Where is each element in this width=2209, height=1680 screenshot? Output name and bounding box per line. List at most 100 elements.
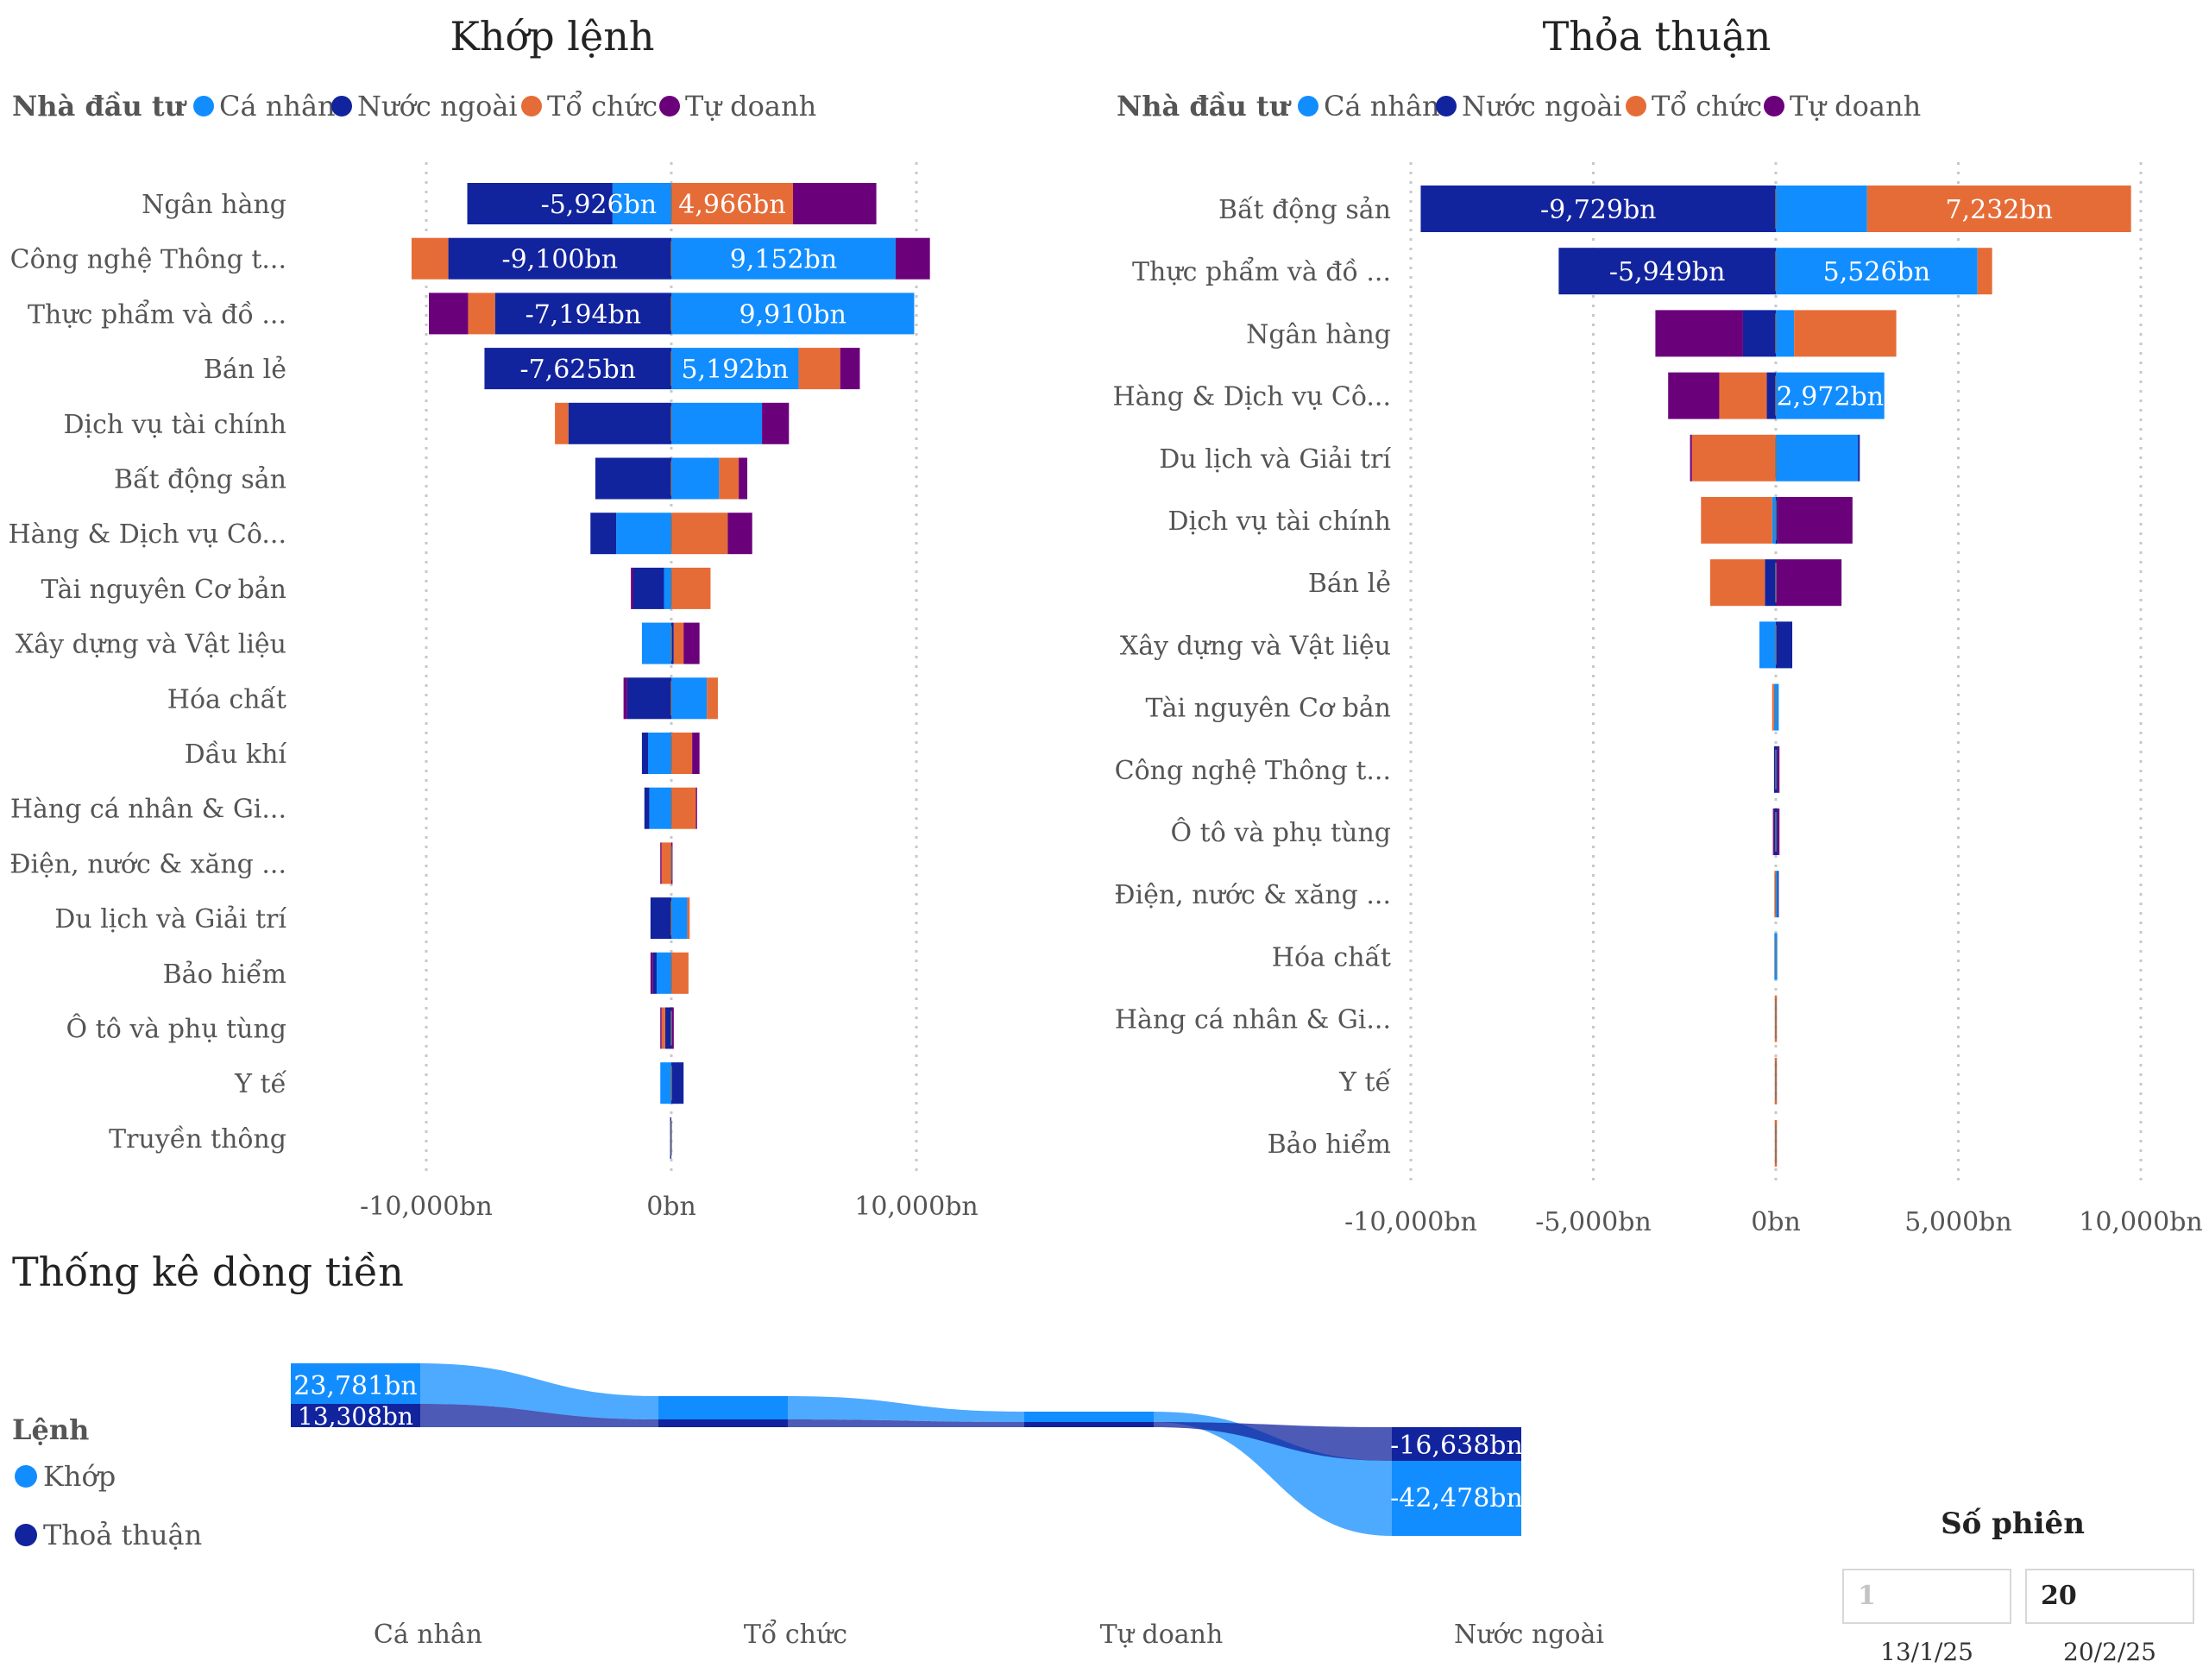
- bar-segment[interactable]: [671, 733, 693, 774]
- bar-segment[interactable]: [1866, 186, 2131, 232]
- flow-block-thoa[interactable]: [1024, 1422, 1154, 1427]
- flow-block-thoa[interactable]: [1392, 1427, 1521, 1461]
- bar-segment[interactable]: [632, 567, 664, 609]
- bar-segment[interactable]: [1776, 248, 1978, 295]
- legend-item[interactable]: Tự doanh: [1790, 90, 1921, 123]
- bar-segment[interactable]: [1719, 372, 1767, 419]
- flow-block-thoa[interactable]: [658, 1419, 788, 1427]
- bar-segment[interactable]: [1794, 310, 1897, 357]
- bar-segment[interactable]: [1691, 434, 1776, 481]
- bar-segment[interactable]: [671, 952, 689, 994]
- bar-segment[interactable]: [1759, 621, 1776, 669]
- bar-segment[interactable]: [671, 897, 688, 940]
- bar-segment[interactable]: [683, 622, 700, 664]
- bar-segment[interactable]: [1774, 933, 1776, 980]
- flow-block-khop[interactable]: [1392, 1461, 1521, 1536]
- bar-segment[interactable]: [1776, 497, 1778, 544]
- bar-segment[interactable]: [1558, 248, 1776, 295]
- bar-segment[interactable]: [1774, 871, 1776, 918]
- flow-block-khop[interactable]: [291, 1363, 420, 1404]
- bar-segment[interactable]: [664, 567, 671, 609]
- bar-segment[interactable]: [448, 237, 671, 280]
- bar-segment[interactable]: [1766, 372, 1776, 419]
- bar-segment[interactable]: [660, 1062, 671, 1104]
- bar-segment[interactable]: [1772, 809, 1774, 855]
- slicer-from-input[interactable]: 1: [1842, 1569, 2011, 1624]
- bar-segment[interactable]: [650, 952, 653, 994]
- bar-segment[interactable]: [671, 567, 711, 609]
- flow-ribbon-khop[interactable]: [420, 1363, 658, 1419]
- bar-segment[interactable]: [1776, 933, 1778, 980]
- bar-segment[interactable]: [484, 348, 671, 390]
- bar-segment[interactable]: [673, 622, 684, 664]
- bar-segment[interactable]: [1776, 559, 1842, 607]
- bar-segment[interactable]: [1776, 372, 1885, 419]
- bar-segment[interactable]: [692, 733, 700, 774]
- bar-segment[interactable]: [671, 348, 799, 390]
- bar-segment[interactable]: [1977, 248, 1992, 295]
- bar-segment[interactable]: [1655, 310, 1743, 357]
- bar-segment[interactable]: [641, 733, 649, 774]
- bar-segment[interactable]: [494, 293, 671, 335]
- flow-block-thoa[interactable]: [291, 1404, 420, 1427]
- bar-segment[interactable]: [1776, 683, 1779, 731]
- legend-item[interactable]: Cá nhân: [219, 90, 336, 123]
- bar-segment[interactable]: [1776, 871, 1778, 918]
- bar-segment[interactable]: [1773, 683, 1776, 731]
- bar-segment[interactable]: [793, 183, 877, 224]
- bar-segment[interactable]: [671, 183, 794, 224]
- bar-segment[interactable]: [671, 677, 708, 720]
- bar-segment[interactable]: [687, 897, 690, 940]
- bar-segment[interactable]: [1773, 809, 1776, 855]
- legend-item[interactable]: Nước ngoài: [1462, 90, 1622, 123]
- bar-segment[interactable]: [1776, 621, 1793, 669]
- bar-segment[interactable]: [1668, 372, 1720, 419]
- legend-item[interactable]: Tự doanh: [685, 90, 816, 123]
- bar-segment[interactable]: [1765, 559, 1776, 607]
- bar-segment[interactable]: [660, 1007, 662, 1049]
- bar-segment[interactable]: [840, 348, 860, 390]
- legend-item[interactable]: Nước ngoài: [357, 90, 518, 123]
- bar-segment[interactable]: [707, 677, 718, 720]
- bar-segment[interactable]: [671, 622, 674, 664]
- bar-segment[interactable]: [661, 1007, 665, 1049]
- bar-segment[interactable]: [590, 513, 617, 555]
- bar-segment[interactable]: [1742, 310, 1776, 357]
- legend-item[interactable]: Tổ chức: [1652, 90, 1762, 123]
- bar-segment[interactable]: [661, 842, 671, 884]
- bar-segment[interactable]: [671, 1007, 674, 1049]
- flow-legend-item[interactable]: Thoả thuận: [43, 1519, 202, 1551]
- bar-segment[interactable]: [660, 842, 662, 884]
- flow-ribbon-thoa[interactable]: [1154, 1422, 1392, 1461]
- bar-segment[interactable]: [650, 897, 671, 940]
- flow-ribbon-khop[interactable]: [788, 1396, 1024, 1422]
- bar-segment[interactable]: [1776, 434, 1859, 481]
- bar-segment[interactable]: [1709, 559, 1765, 607]
- bar-segment[interactable]: [1772, 497, 1776, 544]
- bar-segment[interactable]: [1858, 434, 1860, 481]
- bar-segment[interactable]: [612, 183, 671, 224]
- bar-segment[interactable]: [467, 183, 613, 224]
- flow-ribbon-khop[interactable]: [1154, 1412, 1392, 1536]
- flow-ribbon-thoa[interactable]: [788, 1419, 1024, 1427]
- bar-segment[interactable]: [1772, 683, 1774, 731]
- bar-segment[interactable]: [644, 787, 650, 829]
- bar-segment[interactable]: [1690, 434, 1692, 481]
- bar-segment[interactable]: [1776, 310, 1795, 357]
- bar-segment[interactable]: [649, 787, 671, 829]
- bar-segment[interactable]: [1420, 186, 1776, 232]
- flow-ribbon-thoa[interactable]: [420, 1404, 658, 1427]
- bar-segment[interactable]: [1778, 809, 1780, 855]
- bar-segment[interactable]: [595, 457, 671, 500]
- bar-segment[interactable]: [1776, 186, 1867, 232]
- bar-segment[interactable]: [555, 402, 569, 444]
- bar-segment[interactable]: [798, 348, 840, 390]
- bar-segment[interactable]: [641, 622, 671, 664]
- bar-segment[interactable]: [623, 677, 627, 720]
- bar-segment[interactable]: [719, 457, 739, 500]
- bar-segment[interactable]: [652, 952, 657, 994]
- bar-segment[interactable]: [1778, 746, 1780, 793]
- legend-item[interactable]: Tổ chức: [547, 90, 658, 123]
- bar-segment[interactable]: [568, 402, 671, 444]
- bar-segment[interactable]: [664, 1007, 671, 1049]
